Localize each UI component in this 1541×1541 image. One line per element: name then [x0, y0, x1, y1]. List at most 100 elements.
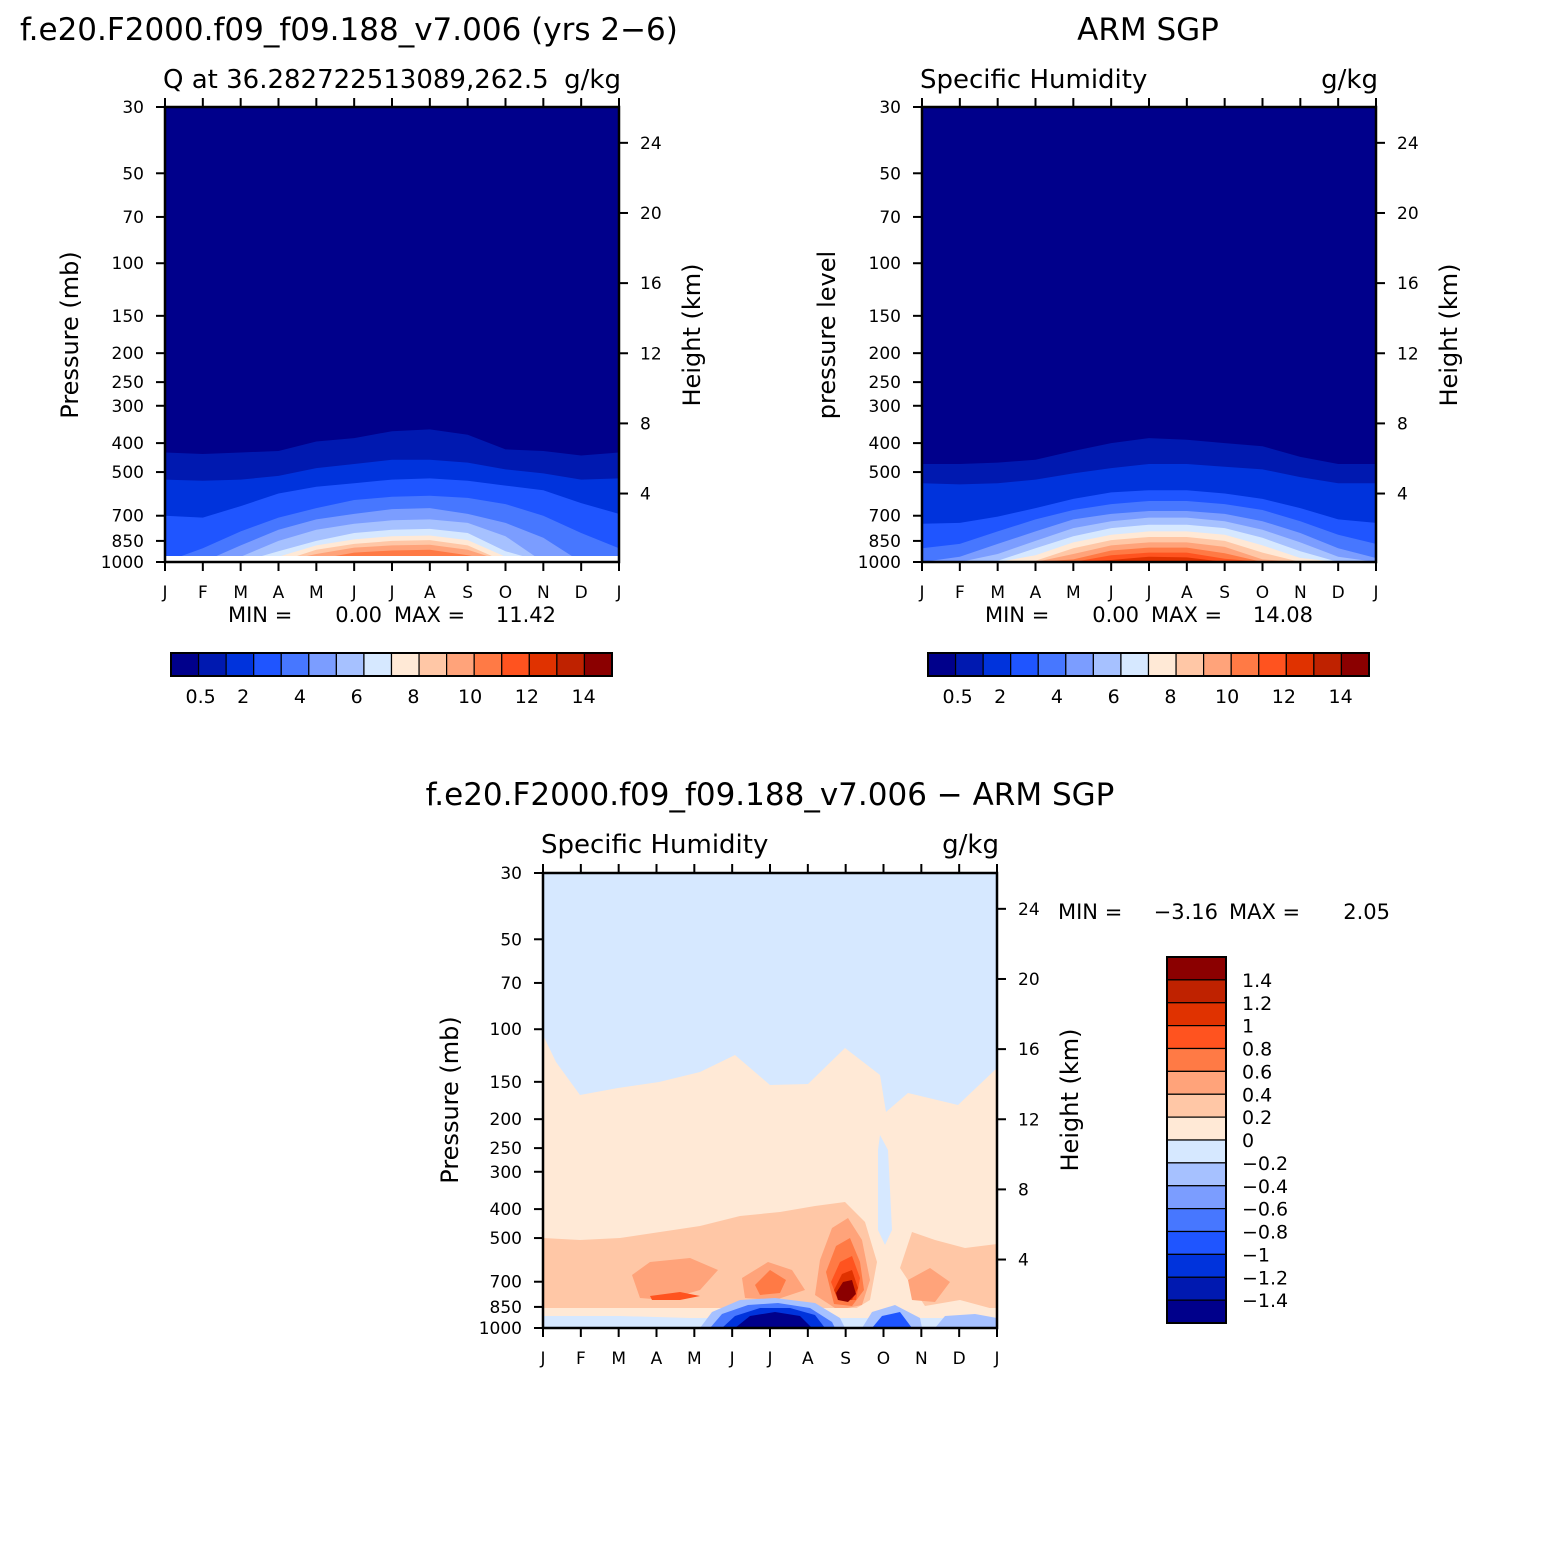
panel-model-ylabel: Pressure (mb) — [56, 251, 84, 418]
y-tick-label: 30 — [500, 864, 522, 884]
panel-obs-title: ARM SGP — [1077, 12, 1219, 48]
colorbar-swatch — [1166, 1185, 1227, 1210]
colorbar-frame — [927, 652, 1370, 677]
panel-obs-max-value: 14.08 — [1253, 603, 1313, 627]
y-right-tick-label: 8 — [640, 414, 651, 434]
panel-diff-max-value: 2.05 — [1343, 900, 1390, 924]
panel-model-subtitle-left: Q at 36.282722513089,262.5 — [163, 65, 549, 95]
panel-obs-colorbar: 0.5 2 4 6 8 10 12 14 — [927, 652, 1370, 708]
y-right-tick-label: 12 — [1397, 344, 1419, 364]
x-tick-label: O — [1256, 583, 1269, 603]
y-right-tick-label: 12 — [1018, 1110, 1040, 1130]
x-tick-label: J — [1108, 583, 1114, 603]
x-tick-label: J — [1145, 583, 1151, 603]
panel-obs-contour-field — [922, 107, 1376, 562]
y-tick-label: 300 — [869, 397, 901, 417]
y-tick-label: 100 — [869, 254, 901, 274]
colorbar-swatch — [1166, 1002, 1227, 1027]
x-tick-label: A — [273, 583, 285, 603]
y-tick-label: 100 — [112, 254, 144, 274]
colorbar-swatch — [583, 652, 613, 677]
colorbar-swatch — [1120, 652, 1150, 677]
panel-model-contour-field — [165, 107, 619, 562]
colorbar-swatch — [1203, 652, 1232, 677]
y-tick-label: 250 — [490, 1139, 522, 1159]
panel-diff-axes: J F M A M J J A S O N D J 30 50 70 100 150 200 250 300 400 500… — [479, 864, 1040, 1369]
y-right-tick-label: 20 — [1397, 204, 1419, 224]
colorbar-label: 4 — [294, 686, 306, 708]
colorbar-swatch — [1147, 652, 1177, 677]
x-tick-label: M — [611, 1349, 626, 1369]
colorbar-swatch — [528, 652, 558, 677]
colorbar-swatch — [927, 652, 957, 677]
colorbar-swatch — [1166, 1139, 1227, 1164]
colorbar-swatch — [335, 652, 365, 677]
colorbar-label: 14 — [572, 686, 596, 708]
y-tick-label: 1000 — [101, 553, 144, 573]
diff-region-positive-0.4-east — [908, 1268, 950, 1302]
diff-region-positive-1.4 — [836, 1280, 856, 1302]
y-tick-label: 200 — [112, 344, 144, 364]
panel-obs-min-value: 0.00 — [1092, 603, 1139, 627]
y-tick-label: 700 — [490, 1273, 522, 1293]
y-tick-label: 850 — [869, 532, 901, 552]
x-tick-label: F — [955, 583, 965, 603]
y-tick-label: 1000 — [479, 1319, 522, 1339]
colorbar-label: −1.4 — [1242, 1290, 1288, 1312]
diff-region-negative-surface-1.4 — [735, 1312, 812, 1328]
panel-diff-contour-field — [543, 873, 997, 1328]
y-tick-label: 30 — [122, 98, 144, 118]
y-right-tick-label: 24 — [1397, 134, 1419, 154]
y-right-tick-label: 24 — [640, 134, 662, 154]
y-tick-label: 300 — [112, 397, 144, 417]
panel-obs-min-label: MIN = — [985, 603, 1049, 627]
colorbar-label: 1.2 — [1242, 993, 1272, 1015]
y-right-tick-label: 16 — [1018, 1040, 1040, 1060]
colorbar-swatch — [473, 652, 503, 677]
colorbar-swatch — [982, 652, 1012, 677]
colorbar-label: −0.2 — [1242, 1153, 1288, 1175]
colorbar-label: 0.8 — [1242, 1039, 1272, 1061]
x-tick-label: J — [539, 1349, 545, 1369]
y-tick-label: 70 — [879, 208, 901, 228]
colorbar-label: 0.6 — [1242, 1061, 1272, 1083]
colorbar-swatch — [308, 652, 337, 677]
x-tick-label: A — [424, 583, 436, 603]
panel-obs-subtitle-left: Specific Humidity — [920, 65, 1147, 95]
diff-region-negative-surface-dec — [935, 1314, 997, 1328]
panel-diff-min-label: MIN = — [1058, 900, 1122, 924]
colorbar-swatch — [1166, 1208, 1227, 1233]
colorbar-label: 1.4 — [1242, 970, 1272, 992]
y-tick-label: 400 — [112, 434, 144, 454]
diff-region-positive-1.0-mar — [650, 1292, 700, 1300]
y-right-tick-label: 8 — [1397, 414, 1408, 434]
x-tick-label: O — [499, 583, 512, 603]
colorbar-swatch — [363, 652, 393, 677]
x-tick-label: J — [729, 1349, 735, 1369]
y-tick-label: 150 — [490, 1073, 522, 1093]
x-tick-label: J — [918, 583, 924, 603]
colorbar-label: 8 — [407, 686, 419, 708]
colorbar-swatch — [1166, 1070, 1227, 1095]
y-right-tick-label: 20 — [1018, 970, 1040, 990]
panel-model-colorbar: 0.5 2 4 6 8 10 12 14 — [170, 652, 613, 708]
colorbar-swatch — [1166, 1162, 1227, 1187]
x-tick-label: A — [1181, 583, 1193, 603]
colorbar-swatch — [253, 652, 282, 677]
x-tick-label: M — [990, 583, 1005, 603]
colorbar-swatch — [1166, 1093, 1227, 1118]
y-tick-label: 70 — [122, 208, 144, 228]
x-tick-label: D — [953, 1349, 966, 1369]
x-tick-label: F — [576, 1349, 586, 1369]
y-tick-label: 700 — [112, 507, 144, 527]
colorbar-label: 0.4 — [1242, 1084, 1272, 1106]
colorbar-swatch — [1166, 1116, 1227, 1141]
panel-diff-min-value: −3.16 — [1154, 900, 1218, 924]
colorbar-label: 10 — [458, 686, 482, 708]
diff-region-negative-column — [878, 1135, 892, 1245]
y-tick-label: 300 — [490, 1163, 522, 1183]
panel-diff-max-label: MAX = — [1229, 900, 1300, 924]
x-tick-label: M — [1066, 583, 1081, 603]
x-tick-label: J — [351, 583, 357, 603]
